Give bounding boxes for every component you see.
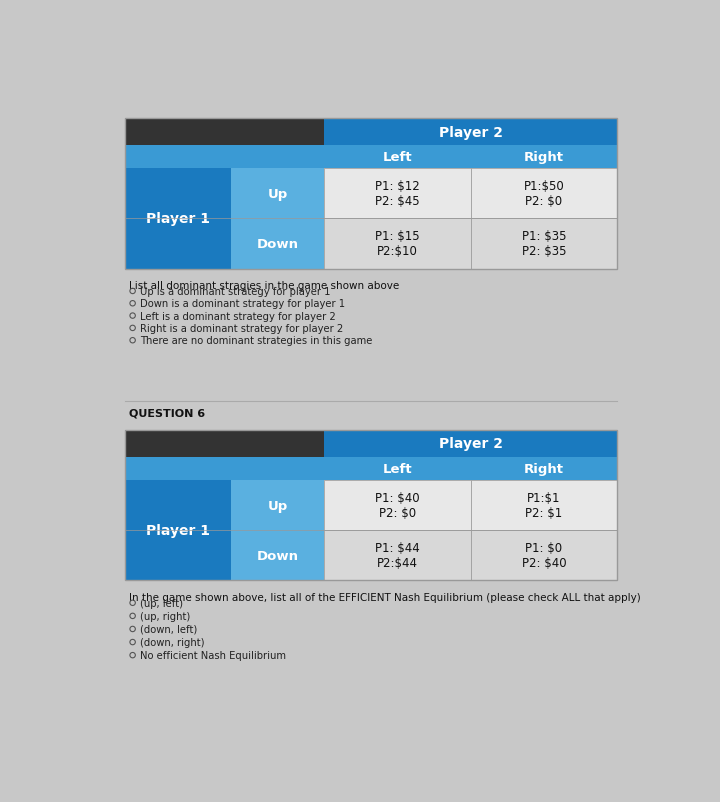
Bar bbox=[324, 168, 471, 219]
Text: P1: $44
P2:$44: P1: $44 P2:$44 bbox=[375, 541, 420, 569]
Bar bbox=[125, 480, 230, 581]
Text: Down: Down bbox=[256, 237, 298, 251]
Bar bbox=[471, 480, 617, 530]
Text: Player 2: Player 2 bbox=[438, 125, 503, 140]
Text: (up, left): (up, left) bbox=[140, 598, 183, 608]
Text: Right is a dominant strategy for player 2: Right is a dominant strategy for player … bbox=[140, 323, 343, 334]
Bar bbox=[324, 457, 471, 480]
Text: P1: $35
P2: $35: P1: $35 P2: $35 bbox=[522, 230, 566, 258]
Bar bbox=[230, 530, 324, 581]
Text: QUESTION 6: QUESTION 6 bbox=[129, 407, 205, 418]
Text: (down, left): (down, left) bbox=[140, 624, 197, 634]
Bar bbox=[125, 119, 617, 269]
Bar bbox=[125, 145, 324, 168]
Bar bbox=[324, 145, 471, 168]
Text: No efficient Nash Equilibrium: No efficient Nash Equilibrium bbox=[140, 650, 286, 660]
Text: Left is a dominant strategy for player 2: Left is a dominant strategy for player 2 bbox=[140, 311, 336, 321]
Text: Left: Left bbox=[383, 462, 413, 475]
Text: (up, right): (up, right) bbox=[140, 611, 190, 621]
Bar bbox=[324, 431, 617, 457]
Text: Player 1: Player 1 bbox=[145, 212, 210, 226]
Bar bbox=[324, 480, 471, 530]
Text: P1: $0
P2: $40: P1: $0 P2: $40 bbox=[521, 541, 566, 569]
Bar bbox=[125, 431, 617, 581]
Text: Up is a dominant strategy for player 1: Up is a dominant strategy for player 1 bbox=[140, 286, 330, 297]
Bar bbox=[471, 168, 617, 219]
Text: P1:$50
P2: $0: P1:$50 P2: $0 bbox=[523, 180, 564, 208]
Bar bbox=[471, 457, 617, 480]
Text: Player 2: Player 2 bbox=[438, 437, 503, 451]
Bar bbox=[471, 530, 617, 581]
Bar bbox=[125, 457, 324, 480]
Text: Down is a dominant strategy for player 1: Down is a dominant strategy for player 1 bbox=[140, 299, 345, 309]
Text: P1: $40
P2: $0: P1: $40 P2: $0 bbox=[375, 492, 420, 520]
Bar bbox=[471, 145, 617, 168]
Bar bbox=[471, 219, 617, 269]
Bar bbox=[125, 119, 324, 145]
Text: P1: $15
P2:$10: P1: $15 P2:$10 bbox=[375, 230, 420, 258]
Text: Right: Right bbox=[524, 462, 564, 475]
Bar bbox=[125, 431, 324, 457]
Bar bbox=[230, 219, 324, 269]
Text: P1:$1
P2: $1: P1:$1 P2: $1 bbox=[526, 492, 562, 520]
Bar bbox=[324, 530, 471, 581]
Bar bbox=[324, 219, 471, 269]
Text: Player 1: Player 1 bbox=[145, 524, 210, 537]
Bar bbox=[230, 480, 324, 530]
Text: Right: Right bbox=[524, 151, 564, 164]
Text: Down: Down bbox=[256, 549, 298, 562]
Text: List all dominant stragies in the game shown above: List all dominant stragies in the game s… bbox=[129, 281, 399, 291]
Text: There are no dominant strategies in this game: There are no dominant strategies in this… bbox=[140, 336, 372, 346]
Text: (down, right): (down, right) bbox=[140, 638, 204, 647]
Bar bbox=[324, 119, 617, 145]
Bar bbox=[230, 168, 324, 219]
Text: Up: Up bbox=[267, 499, 287, 512]
Bar bbox=[125, 168, 230, 269]
Text: In the game shown above, list all of the EFFICIENT Nash Equilibrium (please chec: In the game shown above, list all of the… bbox=[129, 592, 641, 602]
Text: Up: Up bbox=[267, 188, 287, 200]
Text: Left: Left bbox=[383, 151, 413, 164]
Text: P1: $12
P2: $45: P1: $12 P2: $45 bbox=[375, 180, 420, 208]
